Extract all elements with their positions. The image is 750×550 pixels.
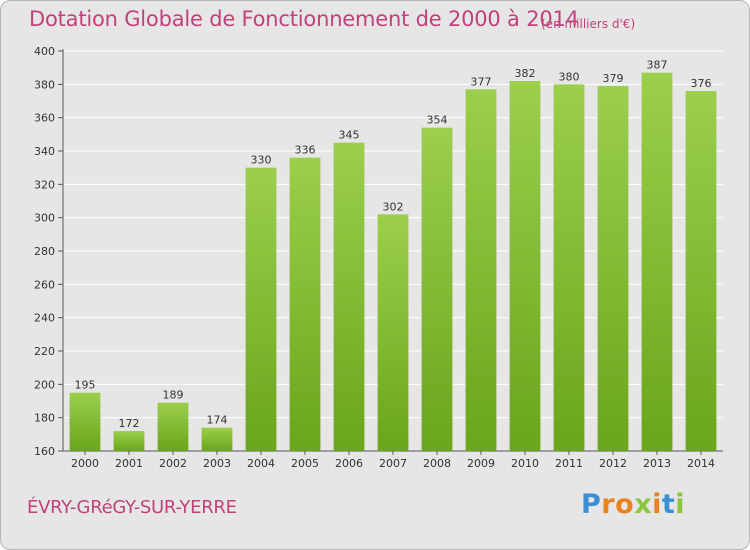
- bar-2011: [553, 84, 585, 451]
- bar-2003: [201, 427, 233, 451]
- value-labels: 195 172 189 174 330 336 345 302 354 377 382 380 379 3…: [75, 59, 712, 430]
- value-label-2009: 377: [471, 75, 492, 88]
- x-tick-label-2006: 2006: [335, 457, 363, 470]
- value-label-2014: 376: [691, 77, 712, 90]
- value-label-2007: 302: [383, 200, 404, 213]
- y-tick-label: 220: [34, 345, 55, 358]
- value-label-2010: 382: [515, 67, 536, 80]
- bar-2000: [69, 392, 101, 451]
- bar-2009: [465, 89, 497, 451]
- place-name: ÉVRY-GRéGY-SUR-YERRE: [27, 497, 237, 518]
- value-label-2013: 387: [647, 59, 668, 72]
- y-tick-label: 320: [34, 178, 55, 191]
- value-label-2011: 380: [559, 70, 580, 83]
- x-tick-label-2001: 2001: [115, 457, 143, 470]
- bar-2005: [289, 157, 321, 451]
- y-tick-label: 180: [34, 412, 55, 425]
- logo-letter: i: [675, 489, 686, 520]
- value-label-2004: 330: [251, 154, 272, 167]
- logo-letter: x: [634, 489, 653, 520]
- logo-letter: r: [601, 489, 616, 520]
- x-tick-label-2005: 2005: [291, 457, 319, 470]
- bar-2012: [597, 86, 629, 451]
- bar-2008: [421, 127, 453, 452]
- x-tick-label-2012: 2012: [599, 457, 627, 470]
- y-tick-label: 200: [34, 378, 55, 391]
- x-tick-label-2004: 2004: [247, 457, 275, 470]
- bars: [69, 72, 717, 452]
- x-tick-label-2007: 2007: [379, 457, 407, 470]
- x-tick-label-2000: 2000: [71, 457, 99, 470]
- bar-2004: [245, 167, 277, 451]
- value-label-2008: 354: [427, 114, 448, 127]
- proxiti-logo: Proxiti: [581, 489, 685, 520]
- chart-title: Dotation Globale de Fonctionnement de 20…: [29, 7, 579, 31]
- chart-subtitle: (en milliers d'€): [541, 17, 636, 31]
- x-tick-label-2003: 2003: [203, 457, 231, 470]
- x-tick-label-2008: 2008: [423, 457, 451, 470]
- y-tick-label: 160: [34, 445, 55, 458]
- x-tick-label-2011: 2011: [555, 457, 583, 470]
- y-tick-label: 260: [34, 278, 55, 291]
- y-tick-label: 300: [34, 212, 55, 225]
- value-label-2003: 174: [207, 414, 228, 427]
- value-label-2005: 336: [295, 144, 316, 157]
- logo-letter: o: [615, 489, 635, 520]
- bar-2010: [509, 81, 541, 451]
- y-tick-label: 280: [34, 245, 55, 258]
- y-tick-label: 240: [34, 312, 55, 325]
- bar-2014: [685, 91, 717, 451]
- x-tick-label-2002: 2002: [159, 457, 187, 470]
- bar-2007: [377, 214, 409, 451]
- value-label-2000: 195: [75, 379, 96, 392]
- logo-letter: t: [661, 489, 676, 520]
- bar-2006: [333, 142, 365, 451]
- axes: 160 180 200 220 240 260 280 300 320 340 360 380 400 2…: [34, 45, 723, 470]
- y-tick-label: 340: [34, 145, 55, 158]
- value-label-2001: 172: [119, 417, 140, 430]
- x-tick-label-2009: 2009: [467, 457, 495, 470]
- y-tick-label: 380: [34, 78, 55, 91]
- value-label-2002: 189: [163, 389, 184, 402]
- logo-letter: i: [652, 489, 662, 520]
- x-tick-label-2010: 2010: [511, 457, 539, 470]
- y-tick-label: 400: [34, 45, 55, 58]
- logo-letter: P: [581, 489, 602, 520]
- x-tick-label-2014: 2014: [687, 457, 715, 470]
- bar-2013: [641, 72, 673, 452]
- x-tick-label-2013: 2013: [643, 457, 671, 470]
- value-label-2006: 345: [339, 129, 360, 142]
- bar-2002: [157, 402, 189, 451]
- bar-2001: [113, 431, 145, 451]
- y-tick-label: 360: [34, 112, 55, 125]
- value-label-2012: 379: [603, 72, 624, 85]
